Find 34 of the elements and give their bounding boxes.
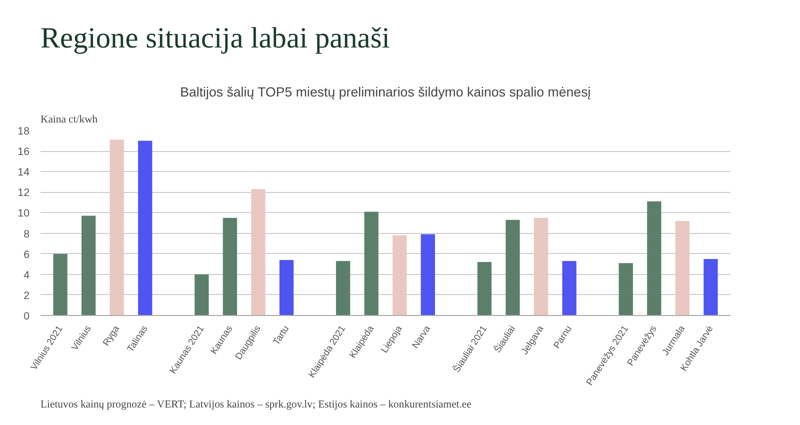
- bar: [279, 260, 294, 316]
- bar: [110, 140, 124, 316]
- bar: [618, 263, 633, 316]
- bar: [562, 261, 576, 316]
- y-tick-label: 6: [24, 248, 30, 261]
- chart-title: Regione situacija labai panaši: [40, 22, 390, 54]
- y-axis-title: Kaina ct/kwh: [40, 114, 98, 126]
- chart-subtitle: Baltijos šalių TOP5 miestų preliminarios šildymo kainos spalio mėnesį: [180, 84, 591, 100]
- y-tick-label: 12: [18, 187, 30, 200]
- y-tick-label: 18: [18, 126, 30, 138]
- y-tick-label: 16: [18, 146, 30, 158]
- bar: [420, 234, 435, 316]
- y-tick-label: 14: [18, 166, 30, 179]
- y-tick-label: 8: [24, 228, 30, 240]
- bar: [477, 262, 492, 316]
- bar: [534, 218, 548, 316]
- bar: [704, 258, 718, 316]
- bar: [647, 201, 662, 316]
- y-tick-label: 0: [24, 310, 30, 322]
- y-tick-label: 10: [18, 208, 30, 220]
- bar: [251, 189, 266, 316]
- bar: [82, 216, 96, 316]
- y-tick-label: 2: [24, 290, 30, 302]
- bar: [336, 261, 350, 316]
- bar: [53, 254, 68, 316]
- bar: [675, 220, 690, 316]
- bar: [222, 218, 238, 316]
- text: Lietuvos kainų prognozė – VERT; Latvijos kainos – sprk.gov.lv; Estijos kainos – konkurentsiamet.ee: [40, 400, 472, 410]
- bar: [138, 140, 152, 316]
- bar: [506, 220, 520, 316]
- bar: [392, 235, 407, 316]
- bar: [364, 212, 378, 316]
- y-tick-label: 4: [24, 269, 30, 282]
- bar: [194, 274, 209, 316]
